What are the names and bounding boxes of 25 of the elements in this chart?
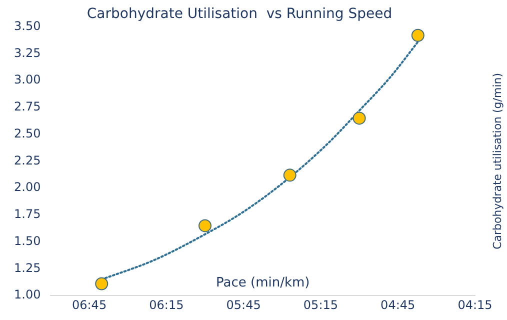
y-tick-label: 3.50	[14, 18, 41, 33]
y-tick-label: 3.00	[14, 72, 41, 87]
y-tick-label: 2.25	[14, 153, 41, 168]
y-tick-label: 2.00	[14, 180, 41, 194]
x-tick-label: 06:45	[72, 298, 107, 312]
point	[283, 168, 296, 182]
x-tick-label: 06:15	[149, 298, 184, 312]
y-tick-label: 1.75	[14, 207, 41, 222]
y-tick-label: 3.25	[14, 46, 41, 60]
x-axis-title: Pace (min/km)	[216, 275, 310, 290]
y-tick-label: 2.75	[14, 100, 41, 114]
y-tick-label: 1.50	[14, 234, 41, 248]
point	[95, 277, 108, 290]
point	[198, 219, 212, 232]
x-tick-label: 04:15	[458, 298, 492, 312]
y-axis-title: Carbohydrate utilisation (g/min)	[490, 72, 504, 250]
x-tick-label: 05:15	[303, 298, 338, 312]
point	[411, 28, 424, 42]
x-tick-label: 04:45	[380, 298, 416, 312]
x-tick-label: 05:45	[226, 298, 261, 312]
chart-title: Carbohydrate Utilisation vs Running Speed	[86, 6, 392, 22]
y-tick-label: 1.00	[14, 288, 41, 302]
y-tick-label: 2.50	[14, 126, 41, 140]
y-tick-label: 1.25	[14, 260, 41, 275]
point	[352, 112, 366, 125]
